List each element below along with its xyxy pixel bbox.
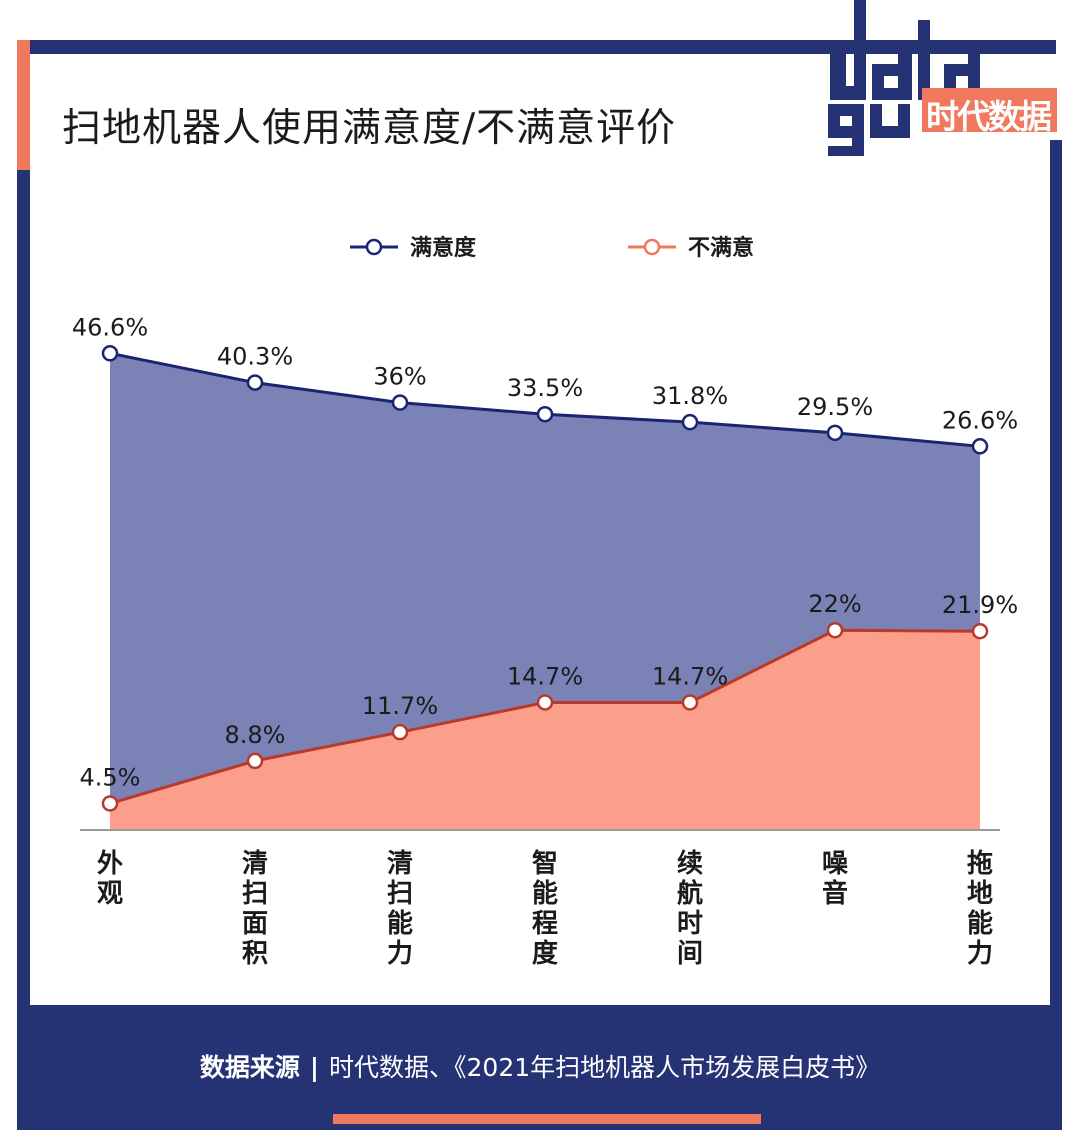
point-unsatisfied-3 [536, 694, 554, 711]
frame-left-accent [17, 40, 30, 170]
area-unsatisfied [110, 630, 980, 830]
legend: 满意度 不满意 [350, 235, 754, 261]
tick-label-4-0: 续 [677, 848, 703, 879]
page-title: 扫地机器人使用满意度/不满意评价 [62, 106, 677, 151]
label-satisfied-3: 33.5% [507, 374, 583, 402]
tick-label-6-0: 拖 [967, 849, 993, 879]
frame-top-bar [30, 40, 1056, 54]
label-unsatisfied-1: 8.8% [225, 721, 286, 749]
chart-areas [110, 353, 980, 830]
point-unsatisfied-2 [391, 723, 409, 741]
legend-label-0: 满意度 [410, 235, 477, 261]
label-unsatisfied-4: 14.7% [652, 662, 728, 690]
point-satisfied-2 [391, 394, 409, 411]
datagoo-logo [828, 0, 980, 156]
tick-label-0-0: 外 [97, 849, 123, 879]
point-unsatisfied-4 [681, 694, 699, 711]
label-satisfied-6: 26.6% [942, 406, 1018, 434]
point-satisfied-1 [246, 374, 264, 391]
label-unsatisfied-2: 11.7% [362, 692, 438, 720]
point-satisfied-6 [971, 438, 989, 455]
source-line: 数据来源 | 时代数据、《2021年扫地机器人市场发展白皮书》 [0, 1048, 1080, 1084]
label-unsatisfied-0: 4.5% [80, 763, 141, 791]
tick-label-4-1: 航 [677, 878, 703, 909]
source-separator: | [309, 1053, 320, 1082]
tick-label-5-1: 音 [822, 878, 848, 909]
footer-accent-bar [333, 1114, 761, 1124]
point-unsatisfied-0 [101, 795, 119, 812]
source-text: 时代数据、《2021年扫地机器人市场发展白皮书》 [329, 1053, 881, 1082]
logo-brand-box [922, 88, 1057, 132]
tick-label-1-3: 积 [242, 939, 268, 969]
frame-left-bar [17, 170, 30, 1005]
label-unsatisfied-5: 22% [808, 590, 861, 618]
tick-label-6-2: 能 [967, 908, 993, 939]
tick-label-3-1: 能 [532, 878, 558, 909]
tick-label-2-3: 力 [387, 939, 413, 969]
point-satisfied-4 [681, 413, 699, 431]
legend-marker-0 [365, 238, 383, 256]
label-satisfied-2: 36% [373, 363, 426, 391]
tick-label-3-3: 度 [532, 938, 558, 969]
tick-label-3-2: 程 [532, 909, 558, 939]
tick-label-4-3: 间 [677, 939, 703, 969]
point-unsatisfied-5 [826, 621, 844, 639]
tick-label-3-0: 智 [532, 849, 558, 879]
point-unsatisfied-1 [246, 752, 264, 770]
logo-brand-text: 时代数据 [926, 97, 1052, 136]
source-label: 数据来源 [199, 1053, 300, 1082]
tick-label-5-0: 噪 [822, 849, 849, 879]
legend-label-1: 不满意 [688, 235, 754, 261]
chart: 46.6% 40.3% 36% 33.5% 31.8% 29.5% 26.6% 4.5% 8.8… [72, 235, 1018, 969]
tick-label-6-3: 力 [967, 939, 993, 969]
tick-label-4-2: 时 [677, 909, 703, 939]
label-satisfied-5: 29.5% [797, 393, 873, 421]
logo-glyphs [828, 0, 980, 156]
tick-label-6-1: 地 [967, 879, 993, 909]
frame-right-bar [1050, 140, 1062, 1010]
label-satisfied-0: 46.6% [72, 313, 148, 341]
label-satisfied-1: 40.3% [217, 343, 293, 371]
tick-label-1-0: 清 [242, 849, 268, 879]
tick-label-1-1: 扫 [242, 879, 268, 909]
point-satisfied-5 [826, 424, 844, 442]
tick-label-0-1: 观 [97, 879, 123, 909]
tick-label-2-2: 能 [387, 908, 413, 939]
legend-marker-1 [643, 238, 661, 256]
chart-points [101, 345, 989, 812]
tick-label-2-0: 清 [387, 849, 413, 879]
tick-label-1-2: 面 [242, 909, 268, 939]
label-unsatisfied-3: 14.7% [507, 662, 583, 690]
label-satisfied-4: 31.8% [652, 382, 728, 410]
point-satisfied-3 [536, 405, 554, 423]
point-satisfied-0 [101, 345, 119, 362]
label-unsatisfied-6: 21.9% [942, 591, 1018, 619]
tick-label-2-1: 扫 [387, 879, 413, 909]
point-unsatisfied-6 [971, 622, 989, 640]
footer-band [17, 1005, 1062, 1130]
data-labels: 46.6% 40.3% 36% 33.5% 31.8% 29.5% 26.6% 4.5% 8.8… [72, 313, 1018, 791]
